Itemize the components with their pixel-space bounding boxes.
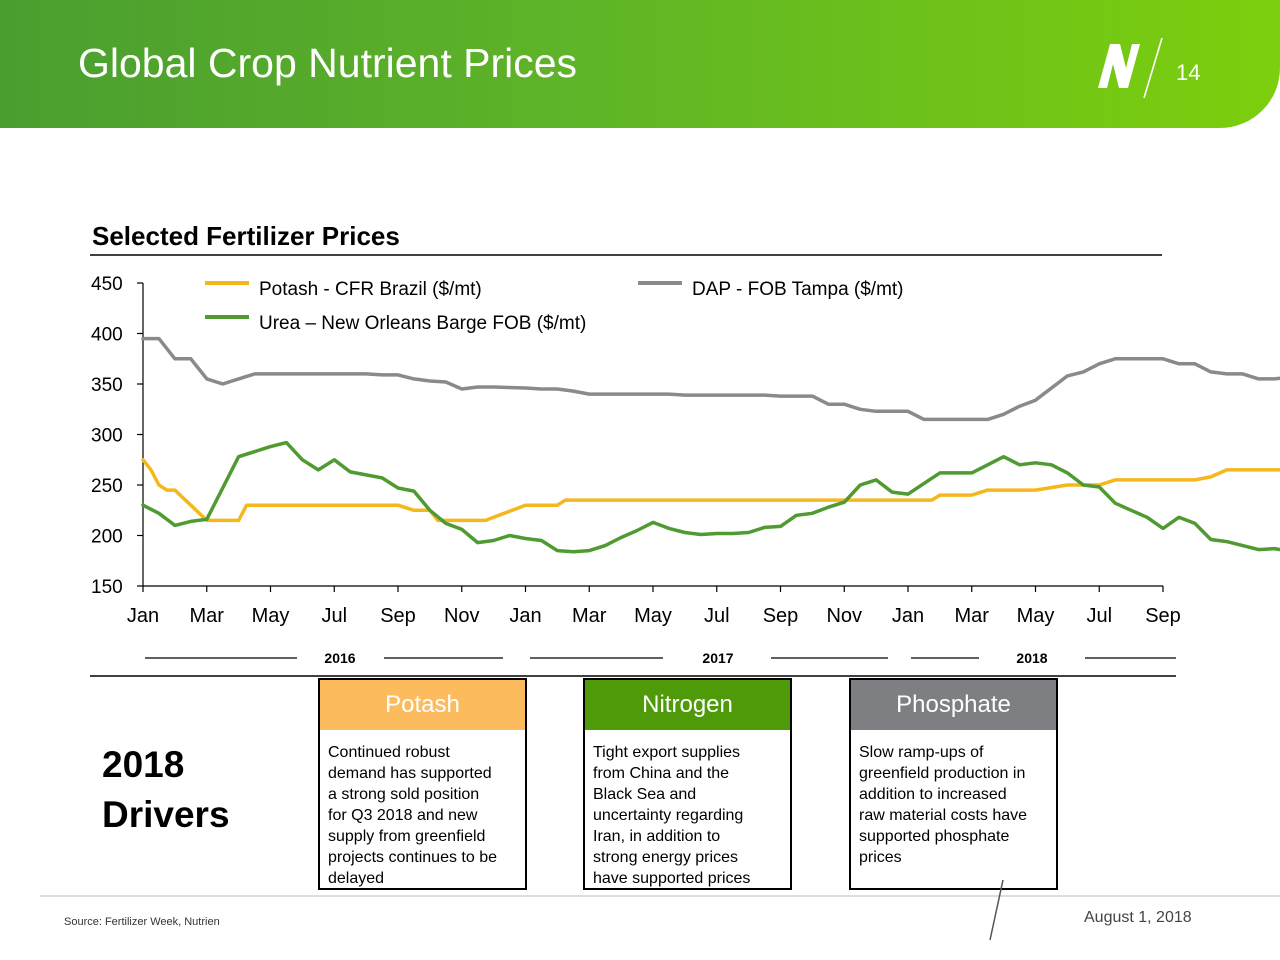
- box-line: delayed: [328, 870, 385, 887]
- legend-label: Potash - CFR Brazil ($/mt): [259, 279, 482, 300]
- box-line: demand has supported: [328, 765, 492, 782]
- y-tick-label: 250: [91, 476, 123, 497]
- legend: Potash - CFR Brazil ($/mt) Urea – New Orl…: [205, 279, 904, 334]
- box-line: Tight export supplies: [593, 744, 741, 761]
- x-tick-label: Jan: [127, 605, 159, 627]
- x-tick-label: May: [252, 605, 290, 627]
- legend-label: DAP - FOB Tampa ($/mt): [692, 279, 904, 300]
- x-tick-label: Mar: [955, 605, 990, 627]
- y-tick-label: 300: [91, 426, 123, 447]
- box-line: greenfield production in: [859, 765, 1026, 782]
- page-number: 14: [1176, 60, 1201, 85]
- phosphate-box-text: Slow ramp-ups of greenfield production i…: [851, 730, 1056, 868]
- chart-heading: Selected Fertilizer Prices: [92, 221, 400, 251]
- nitrogen-box-text: Tight export supplies from China and the…: [585, 730, 790, 889]
- footer-slash: [989, 879, 1004, 941]
- box-line: raw material costs have: [859, 807, 1028, 824]
- x-tick-label: Nov: [826, 605, 862, 627]
- x-tick-label: Sep: [1145, 605, 1181, 627]
- source-note: Source: Fertilizer Week, Nutrien: [64, 916, 220, 928]
- x-tick-label: Mar: [190, 605, 225, 627]
- year-label: 2017: [702, 650, 733, 666]
- box-line: for Q3 2018 and new: [328, 807, 478, 824]
- legend-label: Urea – New Orleans Barge FOB ($/mt): [259, 313, 586, 334]
- y-tick-label: 350: [91, 375, 123, 396]
- drivers-word: Drivers: [102, 794, 230, 835]
- y-tick-label: 150: [91, 577, 123, 598]
- phosphate-box: Phosphate Slow ramp-ups of greenfield pr…: [849, 678, 1058, 890]
- box-line: have supported prices: [593, 870, 751, 887]
- y-tick-label: 400: [91, 325, 123, 346]
- series-line-1: [141, 440, 1280, 554]
- box-line: prices: [859, 849, 902, 866]
- x-tick-label: Jul: [321, 605, 347, 627]
- box-line: Black Sea and: [593, 786, 697, 803]
- potash-box: Potash Continued robust demand has suppo…: [318, 678, 527, 890]
- box-line: projects continues to be: [328, 849, 497, 866]
- y-tick-label: 200: [91, 527, 123, 548]
- nutrien-n-logo-icon: [1098, 38, 1163, 98]
- x-tick-label: Nov: [444, 605, 480, 627]
- box-line: supported phosphate: [859, 828, 1010, 845]
- potash-box-text: Continued robust demand has supported a …: [320, 730, 525, 889]
- box-line: addition to increased: [859, 786, 1007, 803]
- fertilizer-price-chart: 150 200 250 300 350 400 450 Jan Mar May Jul Sep Nov…: [90, 254, 1280, 677]
- x-tick-label: May: [1017, 605, 1055, 627]
- box-line: strong energy prices: [593, 849, 738, 866]
- series-lines: [141, 336, 1280, 554]
- box-line: from China and the: [593, 765, 730, 782]
- series-line-2: [141, 336, 1280, 422]
- x-tick-label: Sep: [380, 605, 416, 627]
- year-labels: 2016 2017 2018: [145, 650, 1176, 666]
- box-line: supply from greenfield: [328, 828, 486, 845]
- x-tick-label: Jul: [1086, 605, 1112, 627]
- page-title: Global Crop Nutrient Prices: [78, 40, 578, 86]
- y-axis: 150 200 250 300 350 400 450: [91, 274, 144, 598]
- drivers-label: 2018 Drivers: [102, 740, 230, 840]
- x-axis: Jan Mar May Jul Sep Nov Jan Mar May Jul Sep Nov Jan M…: [127, 585, 1181, 627]
- x-tick-label: Jan: [892, 605, 924, 627]
- box-line: Iran, in addition to: [593, 828, 721, 845]
- footer-date: August 1, 2018: [1084, 909, 1192, 926]
- x-tick-label: Jan: [509, 605, 541, 627]
- header-bar: [0, 0, 1280, 128]
- box-line: uncertainty regarding: [593, 807, 744, 824]
- y-tick-label: 450: [91, 274, 123, 295]
- year-label: 2018: [1016, 650, 1047, 666]
- drivers-year: 2018: [102, 744, 185, 785]
- box-line: a strong sold position: [328, 786, 480, 803]
- year-label: 2016: [324, 650, 355, 666]
- potash-box-title: Potash: [320, 680, 525, 730]
- nitrogen-box: Nitrogen Tight export supplies from Chin…: [583, 678, 792, 890]
- phosphate-box-title: Phosphate: [851, 680, 1056, 730]
- box-line: Slow ramp-ups of: [859, 744, 984, 761]
- nitrogen-box-title: Nitrogen: [585, 680, 790, 730]
- box-line: Continued robust: [328, 744, 450, 761]
- x-tick-label: Mar: [572, 605, 607, 627]
- x-tick-label: Sep: [763, 605, 799, 627]
- x-tick-label: May: [634, 605, 672, 627]
- x-tick-label: Jul: [704, 605, 730, 627]
